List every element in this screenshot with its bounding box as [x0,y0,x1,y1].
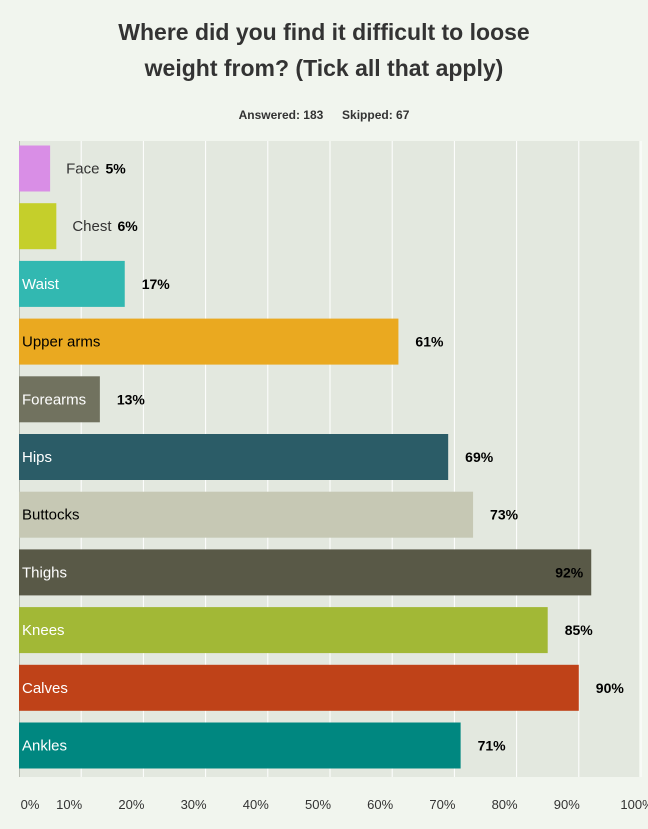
bar [19,607,548,654]
bar [19,549,592,596]
bar [19,260,125,307]
bar-category-label: Upper arms [22,334,100,351]
chart-title: Where did you find it difficult to loose… [0,14,648,86]
chart-title-line-1: Where did you find it difficult to loose [118,19,530,45]
bar-category-label: Calves [22,680,68,697]
bar-value-label: 90% [596,680,625,696]
bar [19,434,449,480]
bar-value-label: 17% [142,276,171,292]
bar [19,376,100,423]
bar-value-label: 73% [490,507,519,523]
bar-value-label: 71% [478,738,507,754]
bar [19,491,474,538]
bar-value-label: 69% [465,449,494,465]
bar [19,664,579,711]
bar [19,318,399,365]
bar-category-label: Buttocks [22,507,80,524]
skipped-count: 67 [396,108,410,122]
x-tick-label: 40% [243,797,269,812]
answered-label: Answered: [238,108,300,122]
x-tick-label: 10% [56,797,82,812]
x-tick-label: 80% [492,797,518,812]
bar-value-label: 92% [555,564,584,580]
x-tick-label: 90% [554,797,580,812]
bar-category-label: Waist [22,276,60,293]
bar-category-label: Thighs [22,564,67,581]
x-tick-label: 30% [181,797,207,812]
bar-category-label: Face [66,161,99,178]
x-tick-label: 50% [305,797,331,812]
bar [19,203,57,250]
bar-value-label: 13% [117,391,146,407]
skipped-label: Skipped: [342,108,393,122]
bar-value-label: 61% [415,334,444,350]
bar-category-label: Chest [72,218,112,235]
chart-title-line-2: weight from? (Tick all that apply) [144,55,504,81]
x-tick-label: 100% [620,797,648,812]
bar [19,722,461,769]
bar [19,145,51,192]
answered-count: 183 [303,108,324,122]
response-stats: Answered: 183 Skipped: 67 [0,108,648,122]
bar-value-label: 5% [105,161,126,177]
bar-value-label: 85% [565,622,594,638]
bar-category-label: Knees [22,622,65,639]
x-tick-label: 0% [21,797,40,812]
bar-category-label: Hips [22,449,52,466]
bar-category-label: Ankles [22,738,67,755]
x-tick-label: 20% [118,797,144,812]
bar-category-label: Forearms [22,391,86,408]
x-tick-label: 70% [429,797,455,812]
x-tick-label: 60% [367,797,393,812]
bar-value-label: 6% [118,218,139,234]
